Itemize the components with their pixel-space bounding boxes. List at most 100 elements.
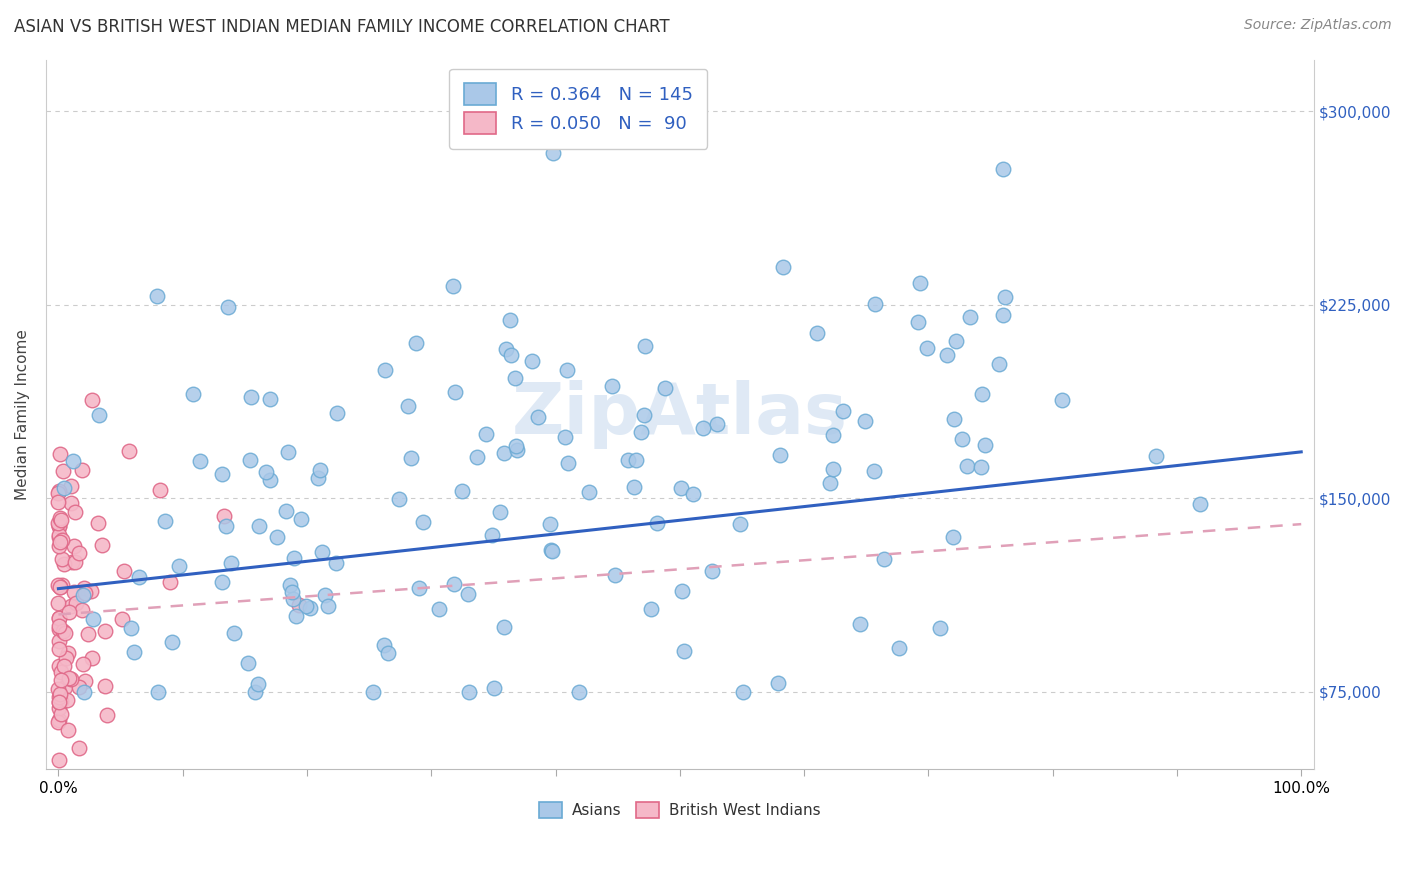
Point [654,381,676,395]
Point [245,685,267,699]
Point [53,557,76,571]
Point [51,578,73,592]
Text: Source: ZipAtlas.com: Source: ZipAtlas.com [1244,18,1392,32]
Point [112,564,135,578]
Point [122,645,145,659]
Point [475,427,498,442]
Point [51,623,73,637]
Point [48,622,70,636]
Point [772,260,794,274]
Point [991,162,1014,177]
Point [277,444,299,458]
Point [48,483,70,498]
Point [169,558,191,573]
Point [146,685,169,699]
Point [499,313,522,327]
Point [311,545,333,559]
Legend: Asians, British West Indians: Asians, British West Indians [531,794,828,825]
Point [259,473,281,487]
Point [67,740,90,755]
Point [823,428,845,442]
Point [94,624,117,638]
Point [111,612,134,626]
Point [970,459,993,474]
Point [283,551,305,566]
Point [48,634,70,648]
Point [96,708,118,723]
Point [578,484,600,499]
Point [215,519,238,533]
Point [309,463,332,477]
Point [90,539,112,553]
Point [942,412,965,426]
Point [48,695,70,709]
Point [326,406,349,420]
Point [246,677,269,691]
Point [49,535,72,549]
Point [994,290,1017,304]
Text: ZipAtlas: ZipAtlas [512,380,848,449]
Point [950,432,973,446]
Point [863,297,886,311]
Point [495,342,517,356]
Point [48,687,70,701]
Point [522,354,544,368]
Point [49,446,72,460]
Point [538,516,561,531]
Point [503,370,526,384]
Point [59,479,82,493]
Point [457,586,479,600]
Point [640,601,662,615]
Point [768,675,790,690]
Point [728,517,751,532]
Point [73,586,96,600]
Point [288,598,311,612]
Point [48,714,70,729]
Point [211,467,233,481]
Point [388,491,411,506]
Point [51,665,73,679]
Point [568,685,591,699]
Point [48,681,70,696]
Point [444,385,467,400]
Point [499,348,522,362]
Point [62,454,84,468]
Point [52,464,75,478]
Point [298,601,321,615]
Point [399,450,422,465]
Point [82,612,104,626]
Point [56,646,79,660]
Point [377,646,399,660]
Point [554,430,576,444]
Point [221,556,243,570]
Point [274,504,297,518]
Point [238,453,260,467]
Point [51,533,73,547]
Point [1052,393,1074,408]
Point [48,642,70,657]
Point [672,644,695,658]
Point [482,681,505,695]
Point [669,481,692,495]
Point [443,577,465,591]
Point [603,567,626,582]
Point [907,315,929,329]
Point [908,276,931,290]
Point [65,596,87,610]
Point [73,685,96,699]
Point [222,626,245,640]
Text: ASIAN VS BRITISH WEST INDIAN MEDIAN FAMILY INCOME CORRELATION CHART: ASIAN VS BRITISH WEST INDIAN MEDIAN FAMI… [14,18,669,36]
Point [557,457,579,471]
Point [48,775,70,789]
Point [48,486,70,500]
Point [48,659,70,673]
Point [872,552,894,566]
Point [217,300,239,314]
Point [936,348,959,362]
Point [806,326,828,340]
Point [145,288,167,302]
Point [155,514,177,528]
Point [623,479,645,493]
Point [633,339,655,353]
Point [52,659,75,673]
